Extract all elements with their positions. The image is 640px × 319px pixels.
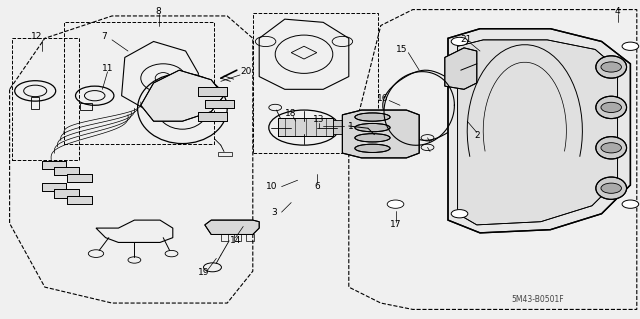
Bar: [333, 120, 349, 134]
Bar: [278, 118, 333, 136]
Circle shape: [451, 37, 468, 46]
Text: 10: 10: [266, 182, 278, 191]
Bar: [362, 129, 378, 136]
Text: 2: 2: [474, 131, 479, 140]
Ellipse shape: [596, 177, 627, 199]
Bar: [198, 87, 227, 96]
Text: 20: 20: [241, 67, 252, 76]
Text: 5M43-B0501F: 5M43-B0501F: [511, 295, 564, 304]
Bar: [42, 183, 66, 191]
Polygon shape: [141, 70, 224, 121]
Bar: [54, 167, 79, 175]
Bar: [54, 167, 79, 175]
Text: 15: 15: [396, 45, 408, 54]
Text: 8: 8: [156, 7, 161, 16]
Bar: [12, 38, 79, 160]
Polygon shape: [342, 110, 419, 158]
Ellipse shape: [355, 134, 390, 142]
Bar: [80, 103, 92, 110]
Ellipse shape: [596, 137, 627, 159]
Circle shape: [601, 102, 621, 113]
Bar: [198, 87, 227, 96]
Ellipse shape: [355, 113, 390, 121]
Circle shape: [387, 200, 404, 208]
Bar: [246, 234, 254, 241]
Text: 13: 13: [313, 115, 324, 124]
Bar: [42, 161, 66, 169]
Bar: [205, 100, 234, 108]
Text: 1: 1: [348, 122, 353, 130]
Bar: [205, 100, 234, 108]
Bar: [67, 196, 92, 204]
Ellipse shape: [355, 144, 390, 152]
Bar: [234, 234, 241, 241]
Circle shape: [622, 42, 639, 50]
Ellipse shape: [596, 96, 627, 119]
Circle shape: [451, 210, 468, 218]
Circle shape: [601, 183, 621, 193]
Circle shape: [622, 200, 639, 208]
Bar: [67, 174, 92, 182]
Bar: [221, 234, 228, 241]
Bar: [67, 196, 92, 204]
Bar: [67, 174, 92, 182]
Circle shape: [601, 143, 621, 153]
Bar: [198, 112, 227, 121]
Bar: [278, 118, 333, 136]
Text: 14: 14: [230, 236, 241, 245]
Text: 18: 18: [285, 109, 297, 118]
Polygon shape: [205, 220, 259, 234]
Text: 11: 11: [102, 64, 113, 73]
Polygon shape: [458, 40, 618, 225]
Text: 12: 12: [31, 32, 43, 41]
Bar: [54, 189, 79, 198]
Text: 21: 21: [460, 35, 472, 44]
Text: 7: 7: [101, 32, 106, 41]
Ellipse shape: [355, 123, 390, 132]
Bar: [31, 97, 39, 109]
Text: 3: 3: [271, 208, 276, 217]
Circle shape: [601, 62, 621, 72]
Text: 16: 16: [377, 94, 388, 103]
Ellipse shape: [596, 56, 627, 78]
Text: 17: 17: [390, 220, 401, 229]
Bar: [218, 152, 232, 156]
Bar: [64, 22, 214, 144]
Polygon shape: [448, 29, 630, 233]
Bar: [198, 112, 227, 121]
Polygon shape: [445, 48, 477, 89]
Text: 6: 6: [314, 182, 319, 191]
Bar: [42, 183, 66, 191]
Bar: [253, 13, 378, 153]
Bar: [54, 189, 79, 198]
Bar: [42, 161, 66, 169]
Text: 4: 4: [615, 7, 620, 16]
Text: 19: 19: [198, 268, 209, 277]
